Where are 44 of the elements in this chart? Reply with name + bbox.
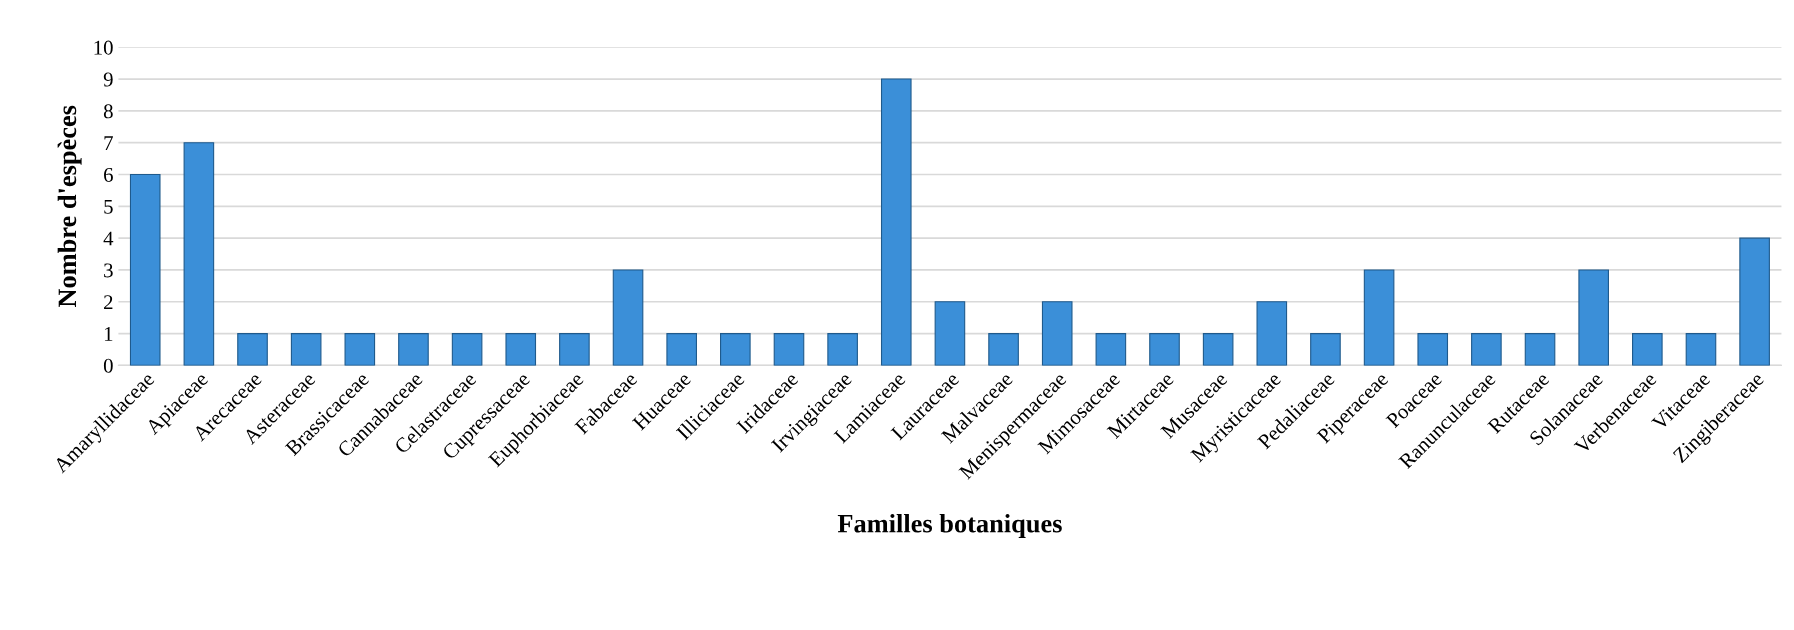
y-tick-label: 5 — [104, 199, 113, 214]
bar — [1632, 333, 1663, 366]
bar — [1417, 333, 1449, 366]
bar — [1256, 301, 1288, 366]
x-axis-title: Familles botaniques — [837, 513, 1062, 538]
bar — [559, 333, 590, 366]
y-tick-label: 7 — [104, 136, 113, 150]
bar — [290, 333, 322, 366]
bar — [1149, 333, 1180, 366]
y-tick-label: 9 — [103, 72, 113, 87]
y-axis-title: Nombre d'espèces — [57, 105, 82, 308]
bar — [1202, 333, 1234, 366]
bar — [183, 142, 215, 366]
bar — [237, 333, 268, 366]
bar — [988, 333, 1019, 366]
bar — [1685, 333, 1717, 366]
y-tick-label: 1 — [104, 327, 113, 341]
bar — [129, 173, 161, 366]
bar — [666, 333, 697, 366]
y-tick-label: 0 — [103, 358, 113, 373]
y-tick-label: 4 — [103, 231, 114, 246]
bar — [1471, 333, 1502, 366]
y-tick-label: 2 — [104, 295, 113, 309]
bar — [612, 269, 644, 366]
bar — [505, 333, 537, 366]
bar — [827, 333, 858, 366]
bar — [451, 333, 483, 366]
bar — [398, 333, 429, 366]
y-tick-label: 10 — [94, 40, 113, 55]
bar — [880, 78, 912, 366]
bar — [1578, 269, 1609, 366]
bar — [1363, 269, 1395, 366]
y-tick-label: 8 — [103, 104, 113, 119]
bar — [344, 333, 376, 366]
bar — [1524, 333, 1556, 366]
bar — [1310, 333, 1341, 366]
bar — [773, 333, 805, 366]
bar — [934, 301, 966, 366]
bar — [1739, 237, 1770, 366]
bar — [720, 333, 751, 366]
y-tick-label: 6 — [104, 167, 113, 182]
bar — [1095, 333, 1127, 366]
bar — [1041, 301, 1073, 366]
y-tick-label: 3 — [104, 263, 113, 278]
